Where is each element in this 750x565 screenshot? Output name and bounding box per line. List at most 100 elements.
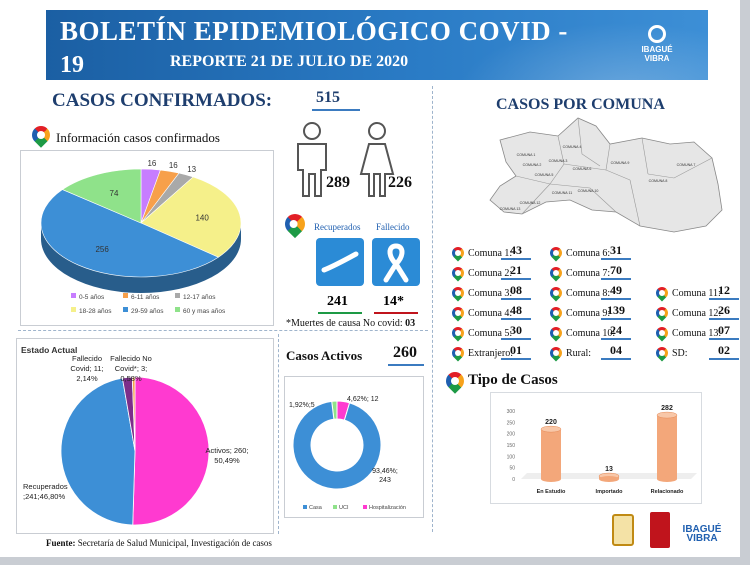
comuna-underline-13 xyxy=(709,318,739,320)
comuna-underline-10 xyxy=(601,338,631,340)
deceased-value: 14* xyxy=(383,294,404,309)
comuna-pin-icon xyxy=(547,344,565,362)
comuna-value-11: 04 xyxy=(610,343,622,357)
donut-legend-label-1: UCI xyxy=(339,505,349,511)
bar-ytick-4: 200 xyxy=(507,432,516,438)
male-person-icon xyxy=(297,122,327,197)
map-label-13: COMUNA 13 xyxy=(500,207,521,211)
age-pie-label-5: 74 xyxy=(110,189,119,198)
map-border-9 xyxy=(515,175,551,185)
age-pie-label-2: 13 xyxy=(187,165,196,174)
ibague-comunas-map: COMUNA 1 COMUNA 2 COMUNA 3 COMUNA 4 COMUNA 5… xyxy=(489,117,723,233)
donut-legend-swatch-1 xyxy=(333,505,337,509)
tipo-pin-icon xyxy=(442,368,468,394)
map-border-4 xyxy=(563,163,607,171)
donut-legend-swatch-2 xyxy=(363,505,367,509)
bar-top-0 xyxy=(540,425,562,433)
map-border-8 xyxy=(521,183,551,215)
source-label: Fuente: xyxy=(46,538,76,548)
ibague-crest-icon xyxy=(650,512,670,548)
age-legend-label-5: 60 y mas años xyxy=(183,308,226,315)
comuna-pin-icon xyxy=(653,304,671,322)
comuna-value-6: 31 xyxy=(610,243,622,257)
donut-label-1: 1,92%;5 xyxy=(289,402,315,409)
bar-label-2: 282 xyxy=(661,405,673,412)
male-cases-value: 289 xyxy=(326,174,350,191)
footer-logo-vibra: VIBRA xyxy=(686,533,718,544)
comuna-underline-14 xyxy=(709,338,739,340)
active-cases-label: Casos Activos xyxy=(286,348,363,363)
bar-label-0: 220 xyxy=(545,419,557,426)
non-covid-note-label: *Muertes de causa No covid: xyxy=(286,318,403,329)
comuna-pin-icon xyxy=(449,244,467,262)
comuna-underline-9 xyxy=(601,318,631,320)
comuna-pin-icon xyxy=(547,324,565,342)
comuna-underline-8 xyxy=(601,298,631,300)
age-legend-swatch-3 xyxy=(71,307,76,312)
active-donut-svg: 93,46%; 243 1,92%;5 4,62%; 12 Casa UCI Hospita… xyxy=(289,396,406,511)
map-border-7 xyxy=(629,179,641,227)
confirmed-cases-value: 515 xyxy=(316,89,340,106)
comuna-underline-2 xyxy=(501,298,531,300)
recovered-box xyxy=(316,238,364,286)
comuna-pin-icon xyxy=(653,344,671,362)
age-legend-swatch-4 xyxy=(123,307,128,312)
deceased-label: Fallecido xyxy=(376,222,410,232)
comuna-value-3: 48 xyxy=(510,303,522,317)
horizontal-separator xyxy=(18,330,428,331)
comuna-underline-11 xyxy=(601,358,631,360)
confirmed-underline xyxy=(312,109,360,111)
case-type-heading: Tipo de Casos xyxy=(468,372,558,388)
deceased-box xyxy=(372,238,420,286)
confirmed-cases-heading: CASOS CONFIRMADOS: xyxy=(52,90,273,111)
recovered-value: 241 xyxy=(327,294,348,309)
map-label-2: COMUNA 2 xyxy=(523,163,542,167)
recovered-label: Recuperados xyxy=(314,222,361,232)
comuna-pin-icon xyxy=(547,284,565,302)
vertical-separator-2 xyxy=(278,334,279,534)
banner-decoration xyxy=(428,10,708,80)
female-person-icon xyxy=(359,122,395,197)
non-covid-note-value: 03 xyxy=(405,318,416,329)
female-cases-value: 226 xyxy=(388,174,412,191)
status-pie-slice-3 xyxy=(131,376,136,452)
non-covid-deaths-note: *Muertes de causa No covid: 03 xyxy=(286,318,415,329)
report-date: REPORTE 21 DE JULIO DE 2020 xyxy=(170,53,409,70)
age-pie-label-0: 16 xyxy=(147,159,156,168)
comuna-pin-icon xyxy=(547,304,565,322)
active-cases-value: 260 xyxy=(393,344,417,361)
donut-legend-swatch-0 xyxy=(303,505,307,509)
location-pin-icon xyxy=(28,122,54,148)
map-label-5: COMUNA 5 xyxy=(535,173,554,177)
comuna-value-7: 70 xyxy=(610,263,622,277)
bulletin-title-number: 19 xyxy=(60,52,84,78)
bar-base-1 xyxy=(599,476,619,482)
comuna-underline-3 xyxy=(501,318,531,320)
comuna-label-7: Comuna 7: xyxy=(566,268,611,279)
comuna-label-0: Comuna 1: xyxy=(468,248,513,259)
age-pie-chart: 16 16 13 140 256 74 0-5 años 6-11 años 12-17 año… xyxy=(20,150,274,326)
bar-top-2 xyxy=(656,411,678,419)
source-note: Fuente: Secretaría de Salud Municipal, I… xyxy=(46,538,272,548)
map-label-4: COMUNA 4 xyxy=(563,145,582,149)
map-label-1: COMUNA 1 xyxy=(517,153,536,157)
ibague-logo-ring-icon xyxy=(648,25,666,43)
comuna-value-2: 08 xyxy=(510,283,522,297)
age-legend-label-0: 0-5 años xyxy=(79,294,105,301)
comuna-label-11: Rural: xyxy=(566,348,591,359)
comuna-label-14: Comuna 13: xyxy=(672,328,722,339)
age-pie-slice-3 xyxy=(140,176,242,258)
age-pie-label-3: 140 xyxy=(195,213,209,222)
comuna-underline-12 xyxy=(709,298,739,300)
age-pie-label-4: 256 xyxy=(95,245,109,254)
bar-label-1: 13 xyxy=(605,466,613,473)
bar-base-2 xyxy=(657,476,677,482)
comuna-label-4: Comuna 5: xyxy=(468,328,513,339)
donut-label-2: 4,62%; 12 xyxy=(347,396,379,403)
comuna-underline-15 xyxy=(709,358,739,360)
comuna-label-2: Comuna 3: xyxy=(468,288,513,299)
bar-category-0: En Estudio xyxy=(537,489,566,495)
bar-category-2: Relacionado xyxy=(651,489,684,495)
age-pie-svg: 16 16 13 140 256 74 0-5 años 6-11 años 12-17 año… xyxy=(40,159,242,315)
